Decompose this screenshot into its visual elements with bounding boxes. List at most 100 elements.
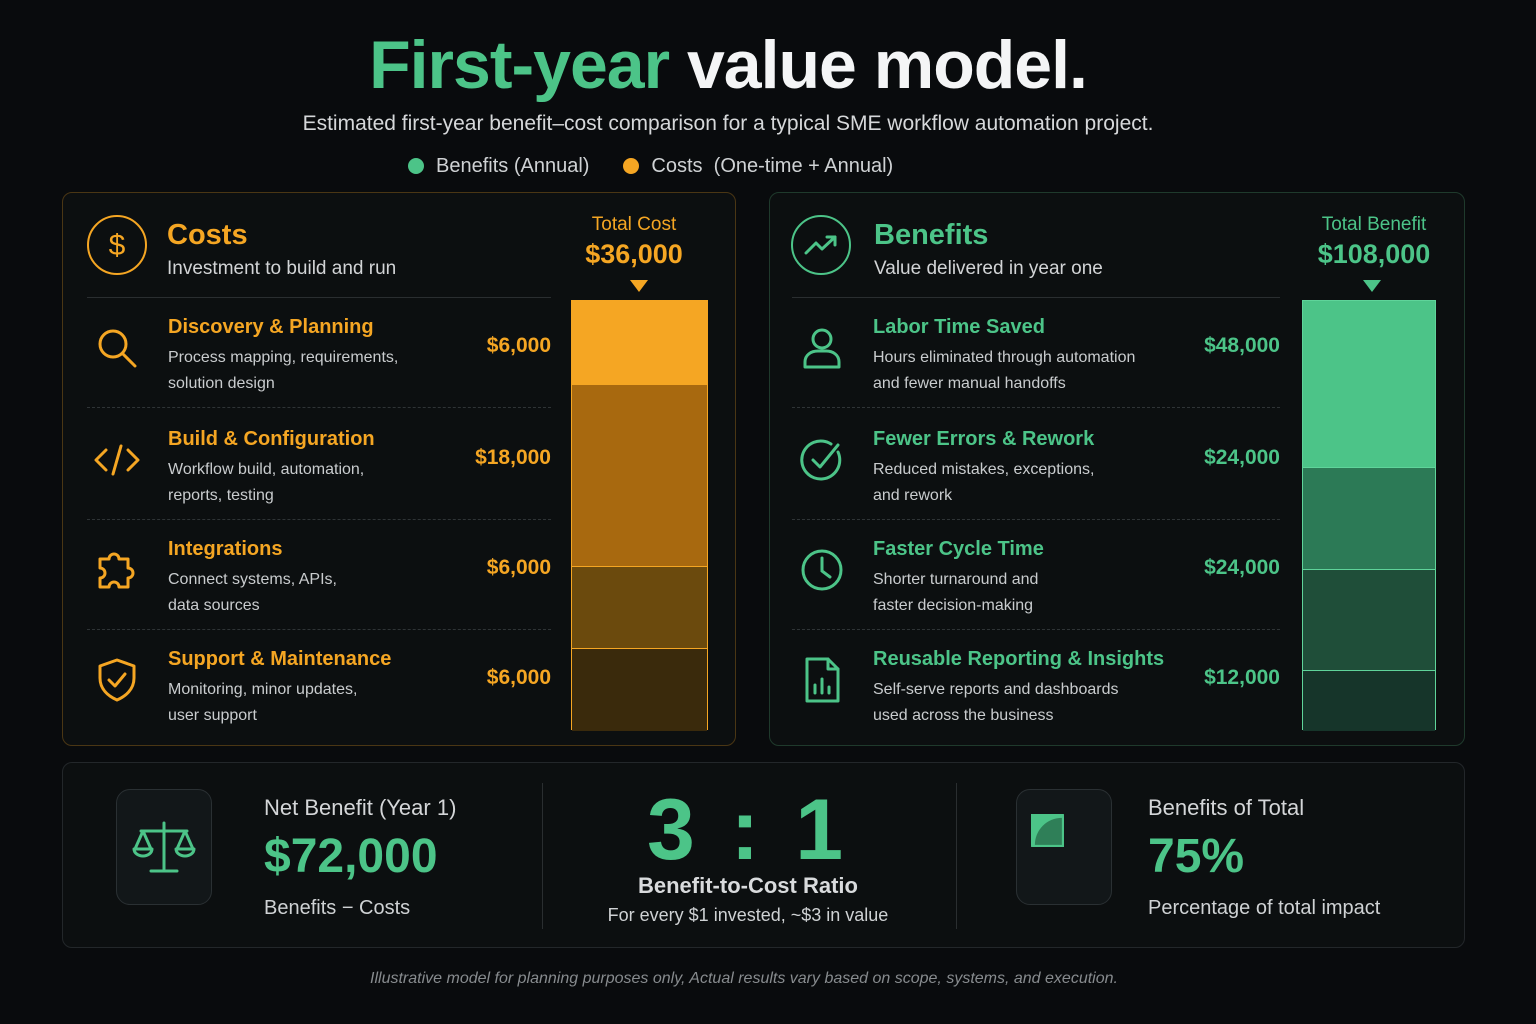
ratio-value: 3 : 1: [646, 782, 850, 878]
legend: Benefits (Annual) Costs (One-time + Annu…: [408, 153, 927, 179]
row-divider: [87, 629, 551, 630]
dollar-icon: $: [87, 215, 147, 275]
trend-up-icon: [791, 215, 851, 275]
row-divider: [792, 629, 1280, 630]
benefit-name: Reusable Reporting & Insights: [873, 648, 1165, 670]
stack-segment-3: [572, 565, 707, 649]
benefit-desc: Self-serve reports and dashboards used ac…: [873, 681, 1119, 724]
check-circle-icon: [796, 434, 848, 486]
benefit-stacked-bar: [1302, 300, 1436, 731]
benefit-row: Labor Time Saved Hours eliminated throug…: [792, 300, 1280, 408]
total-benefit-label: Total Benefit: [1321, 214, 1427, 235]
row-divider: [792, 519, 1280, 520]
total-cost-label: Total Cost: [591, 214, 677, 235]
arrow-down-icon: [630, 280, 648, 292]
stack-segment-2: [1303, 467, 1435, 569]
clock-icon: [796, 544, 848, 596]
row-divider: [792, 407, 1280, 408]
net-benefit-value: $72,000: [264, 830, 438, 883]
ratio-label: Benefit-to-Cost Ratio: [638, 873, 858, 898]
cost-name: Discovery & Planning: [168, 316, 374, 338]
code-icon: [91, 434, 143, 486]
page-title: First-year value model.: [0, 26, 1456, 104]
costs-title: Costs: [167, 219, 248, 251]
divider: [792, 297, 1280, 298]
scale-icon: [116, 789, 212, 905]
cost-value: $6,000: [486, 556, 551, 579]
cost-value: $18,000: [475, 446, 551, 469]
legend-label-benefits: Benefits (Annual): [436, 154, 590, 177]
benefit-row: Reusable Reporting & Insights Self-serve…: [792, 632, 1280, 740]
user-icon: [796, 322, 848, 374]
benefit-value: $48,000: [1204, 334, 1280, 357]
share-note: Percentage of total impact: [1148, 897, 1381, 919]
row-divider: [87, 407, 551, 408]
benefit-name: Faster Cycle Time: [873, 538, 1044, 560]
benefit-desc: Hours eliminated through automation and f…: [873, 349, 1136, 392]
legend-label-costs: Costs (One-time + Annual): [651, 154, 894, 177]
net-benefit-label: Net Benefit (Year 1): [264, 795, 457, 820]
cost-row: Build & Configuration Workflow build, au…: [87, 412, 551, 520]
cost-value: $6,000: [486, 334, 551, 357]
cost-row: Integrations Connect systems, APIs, data …: [87, 522, 551, 630]
benefit-value: $24,000: [1204, 446, 1280, 469]
stack-segment-2: [572, 383, 707, 566]
pie-chart-icon: [1016, 789, 1112, 905]
legend-item-benefits: Benefits (Annual): [408, 155, 589, 178]
costs-subtitle: Investment to build and run: [167, 258, 397, 279]
svg-text:$: $: [109, 229, 126, 262]
costs-panel: $ Costs Investment to build and run Tota…: [62, 192, 736, 746]
cost-name: Integrations: [168, 538, 283, 560]
cost-desc: Monitoring, minor updates, user support: [168, 681, 358, 724]
benefit-name: Labor Time Saved: [873, 316, 1045, 338]
shield-check-icon: [91, 654, 143, 706]
total-cost-value: $36,000: [585, 239, 683, 269]
divider: [87, 297, 551, 298]
report-icon: [796, 654, 848, 706]
divider: [542, 783, 543, 929]
cost-desc: Process mapping, requirements, solution d…: [168, 349, 399, 392]
benefit-value: $12,000: [1204, 666, 1280, 689]
title-highlight: First-year: [369, 27, 670, 103]
ratio-note: For every $1 invested, ~$3 in value: [607, 905, 889, 925]
benefits-panel: Benefits Value delivered in year one Tot…: [769, 192, 1465, 746]
title-rest: value model.: [686, 27, 1088, 103]
net-benefit-note: Benefits − Costs: [264, 897, 411, 919]
benefit-desc: Shorter turnaround and faster decision-ma…: [873, 571, 1039, 614]
cost-name: Support & Maintenance: [168, 648, 392, 670]
puzzle-icon: [91, 544, 143, 596]
divider: [956, 783, 957, 929]
legend-swatch-costs: [623, 158, 640, 174]
legend-item-costs: Costs (One-time + Annual): [623, 155, 893, 178]
stack-segment-3: [1303, 568, 1435, 670]
summary-panel: Net Benefit (Year 1) $72,000 Benefits − …: [62, 762, 1465, 948]
cost-row: Discovery & Planning Process mapping, re…: [87, 300, 551, 408]
benefit-row: Faster Cycle Time Shorter turnaround and…: [792, 522, 1280, 630]
stack-segment-1: [572, 301, 707, 384]
pie-slice-costs: [1034, 817, 1062, 845]
benefit-row: Fewer Errors & Rework Reduced mistakes, …: [792, 412, 1280, 520]
stack-segment-1: [1303, 301, 1435, 468]
stack-segment-4: [572, 648, 707, 731]
page-subtitle: Estimated first-year benefit–cost compar…: [302, 112, 1154, 135]
benefit-value: $24,000: [1204, 556, 1280, 579]
cost-stacked-bar: [571, 300, 708, 731]
benefits-title: Benefits: [874, 219, 989, 251]
cost-name: Build & Configuration: [168, 428, 375, 450]
total-benefit-value: $108,000: [1317, 239, 1431, 269]
cost-desc: Connect systems, APIs, data sources: [168, 571, 337, 614]
row-divider: [87, 519, 551, 520]
share-label: Benefits of Total: [1148, 795, 1305, 820]
cost-value: $6,000: [486, 666, 551, 689]
benefit-name: Fewer Errors & Rework: [873, 428, 1095, 450]
benefit-desc: Reduced mistakes, exceptions, and rework: [873, 461, 1095, 504]
cost-desc: Workflow build, automation, reports, test…: [168, 461, 365, 504]
stack-segment-4: [1303, 669, 1435, 731]
arrow-down-icon: [1363, 280, 1381, 292]
legend-swatch-benefits: [408, 158, 424, 174]
search-icon: [91, 322, 143, 374]
share-value: 75%: [1148, 830, 1245, 883]
benefits-subtitle: Value delivered in year one: [874, 258, 1103, 279]
cost-row: Support & Maintenance Monitoring, minor …: [87, 632, 551, 740]
footnote: Illustrative model for planning purposes…: [370, 970, 1118, 987]
